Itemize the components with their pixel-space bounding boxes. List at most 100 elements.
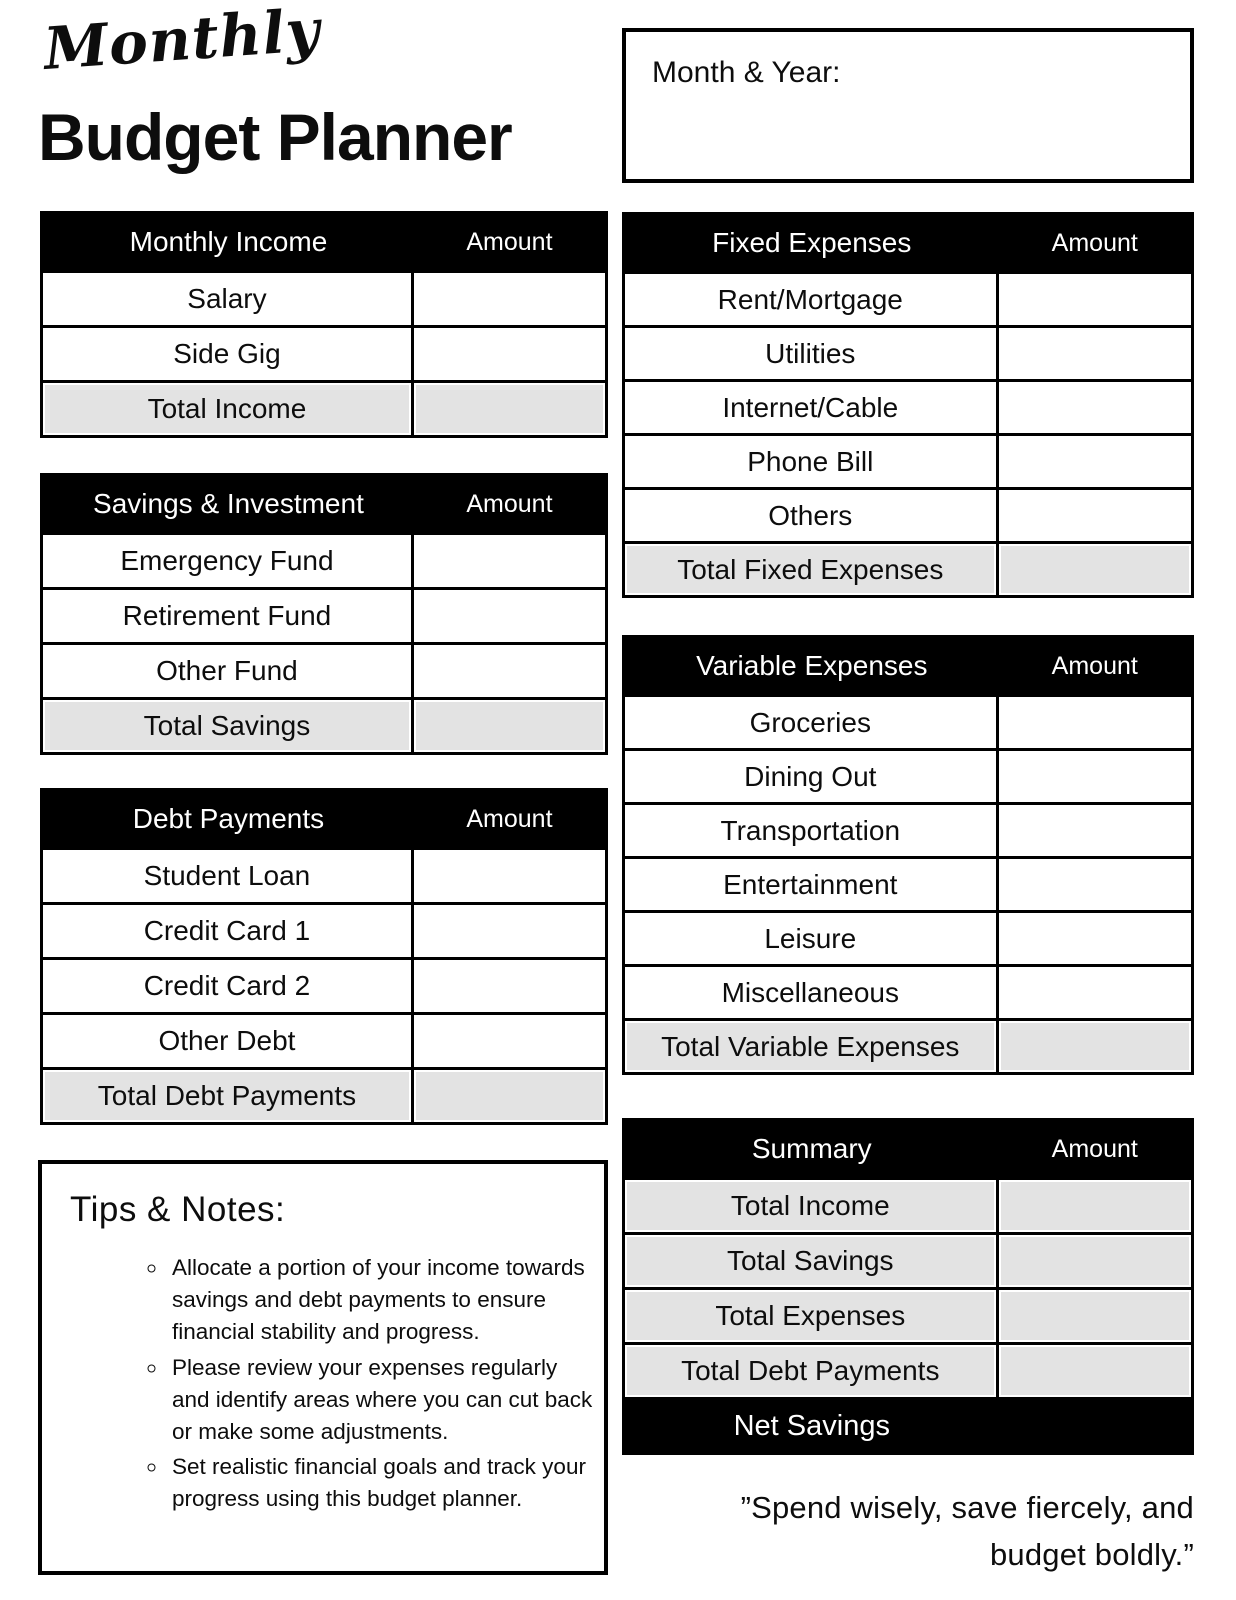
table-row: Other Debt (43, 1012, 605, 1067)
amount-header: Amount (1051, 651, 1138, 680)
amount-cell-blank[interactable] (999, 697, 1191, 748)
page-title: Budget Planner (38, 100, 513, 174)
row-label: Miscellaneous (625, 967, 999, 1018)
amount-header: Amount (466, 227, 553, 256)
tips-heading: Tips & Notes: (70, 1190, 286, 1229)
amount-cell-blank[interactable] (998, 544, 1191, 595)
amount-cell-blank[interactable] (414, 328, 605, 380)
table-row: Dining Out (625, 748, 1191, 802)
summary-row: Total Debt Payments (625, 1342, 1191, 1397)
row-label: Groceries (625, 697, 999, 748)
month-year-box[interactable]: Month & Year: (622, 28, 1194, 183)
row-label: Total Debt Payments (625, 1345, 999, 1397)
table-row: Credit Card 1 (43, 902, 605, 957)
amount-cell-blank[interactable] (998, 1021, 1191, 1072)
row-label: Entertainment (625, 859, 999, 910)
amount-cell-blank[interactable] (999, 490, 1191, 541)
amount-cell-blank[interactable] (999, 859, 1191, 910)
amount-cell-blank[interactable] (414, 905, 605, 957)
summary-table: Summary Amount Total Income Total Saving… (622, 1118, 1194, 1455)
table-row: Other Fund (43, 642, 605, 697)
row-label: Emergency Fund (43, 535, 414, 587)
amount-cell-blank[interactable] (414, 960, 605, 1012)
amount-cell-blank[interactable] (414, 850, 605, 902)
row-label: Leisure (625, 913, 999, 964)
tip-item: Set realistic financial goals and track … (168, 1451, 596, 1515)
total-row: Total Income (43, 380, 605, 435)
table-row: Groceries (625, 694, 1191, 748)
net-savings-row: Net Savings (625, 1397, 1191, 1452)
summary-row: Total Income (625, 1177, 1191, 1232)
amount-cell-blank[interactable] (413, 383, 605, 435)
amount-cell-blank[interactable] (414, 535, 605, 587)
row-label: Transportation (625, 805, 999, 856)
table-row: Credit Card 2 (43, 957, 605, 1012)
table-row: Transportation (625, 802, 1191, 856)
total-row: Total Savings (43, 697, 605, 752)
amount-cell-blank[interactable] (999, 274, 1191, 325)
amount-header: Amount (1051, 1134, 1138, 1163)
row-label: Total Fixed Expenses (625, 544, 999, 595)
row-label: Total Income (625, 1180, 999, 1232)
amount-cell-blank[interactable] (414, 645, 605, 697)
table-title: Monthly Income (129, 226, 328, 257)
amount-cell-blank[interactable] (414, 1015, 605, 1067)
amount-cell-blank[interactable] (999, 805, 1191, 856)
row-label: Phone Bill (625, 436, 999, 487)
table-row: Student Loan (43, 847, 605, 902)
amount-cell-blank[interactable] (414, 273, 605, 325)
amount-cell-blank[interactable] (999, 328, 1191, 379)
row-label: Credit Card 1 (43, 905, 414, 957)
table-header: Variable Expenses Amount (625, 638, 1191, 694)
table-row: Side Gig (43, 325, 605, 380)
table-row: Retirement Fund (43, 587, 605, 642)
table-title: Savings & Investment (93, 488, 364, 519)
table-title: Fixed Expenses (712, 227, 912, 258)
row-label: Credit Card 2 (43, 960, 414, 1012)
savings-investment-table: Savings & Investment Amount Emergency Fu… (40, 473, 608, 755)
monthly-income-table: Monthly Income Amount Salary Side Gig To… (40, 211, 608, 438)
table-title: Summary (751, 1133, 872, 1164)
summary-row: Total Expenses (625, 1287, 1191, 1342)
amount-cell-blank[interactable] (999, 382, 1191, 433)
table-row: Entertainment (625, 856, 1191, 910)
table-row: Emergency Fund (43, 532, 605, 587)
amount-cell-blank[interactable] (999, 751, 1191, 802)
row-label: Total Expenses (625, 1290, 999, 1342)
table-row: Salary (43, 270, 605, 325)
amount-cell-blank[interactable] (999, 913, 1191, 964)
row-label: Total Income (43, 383, 414, 435)
variable-expenses-table: Variable Expenses Amount Groceries Dinin… (622, 635, 1194, 1075)
tips-notes-box: Tips & Notes: Allocate a portion of your… (38, 1160, 608, 1575)
table-header: Monthly Income Amount (43, 214, 605, 270)
row-label: Total Debt Payments (43, 1070, 414, 1122)
amount-cell-blank[interactable] (414, 590, 605, 642)
row-label: Other Debt (43, 1015, 414, 1067)
amount-cell-blank[interactable] (998, 1180, 1191, 1232)
row-label: Retirement Fund (43, 590, 414, 642)
row-label: Total Savings (43, 700, 414, 752)
amount-cell-blank[interactable] (413, 700, 605, 752)
amount-cell-blank[interactable] (999, 967, 1191, 1018)
summary-row: Total Savings (625, 1232, 1191, 1287)
row-label: Total Savings (625, 1235, 999, 1287)
table-row: Miscellaneous (625, 964, 1191, 1018)
amount-cell-blank[interactable] (999, 436, 1191, 487)
total-row: Total Debt Payments (43, 1067, 605, 1122)
amount-cell-blank[interactable] (998, 1345, 1191, 1397)
debt-payments-table: Debt Payments Amount Student Loan Credit… (40, 788, 608, 1125)
fixed-expenses-table: Fixed Expenses Amount Rent/Mortgage Util… (622, 212, 1194, 598)
table-header: Savings & Investment Amount (43, 476, 605, 532)
amount-cell-blank[interactable] (998, 1290, 1191, 1342)
tip-item: Allocate a portion of your income toward… (168, 1252, 596, 1349)
total-row: Total Fixed Expenses (625, 541, 1191, 595)
amount-header: Amount (466, 489, 553, 518)
amount-header: Amount (466, 804, 553, 833)
amount-cell-blank[interactable] (413, 1070, 605, 1122)
tip-item: Please review your expenses regularly an… (168, 1352, 596, 1449)
amount-cell-blank[interactable] (998, 1400, 1191, 1452)
amount-cell-blank[interactable] (998, 1235, 1191, 1287)
row-label: Side Gig (43, 328, 414, 380)
table-row: Others (625, 487, 1191, 541)
